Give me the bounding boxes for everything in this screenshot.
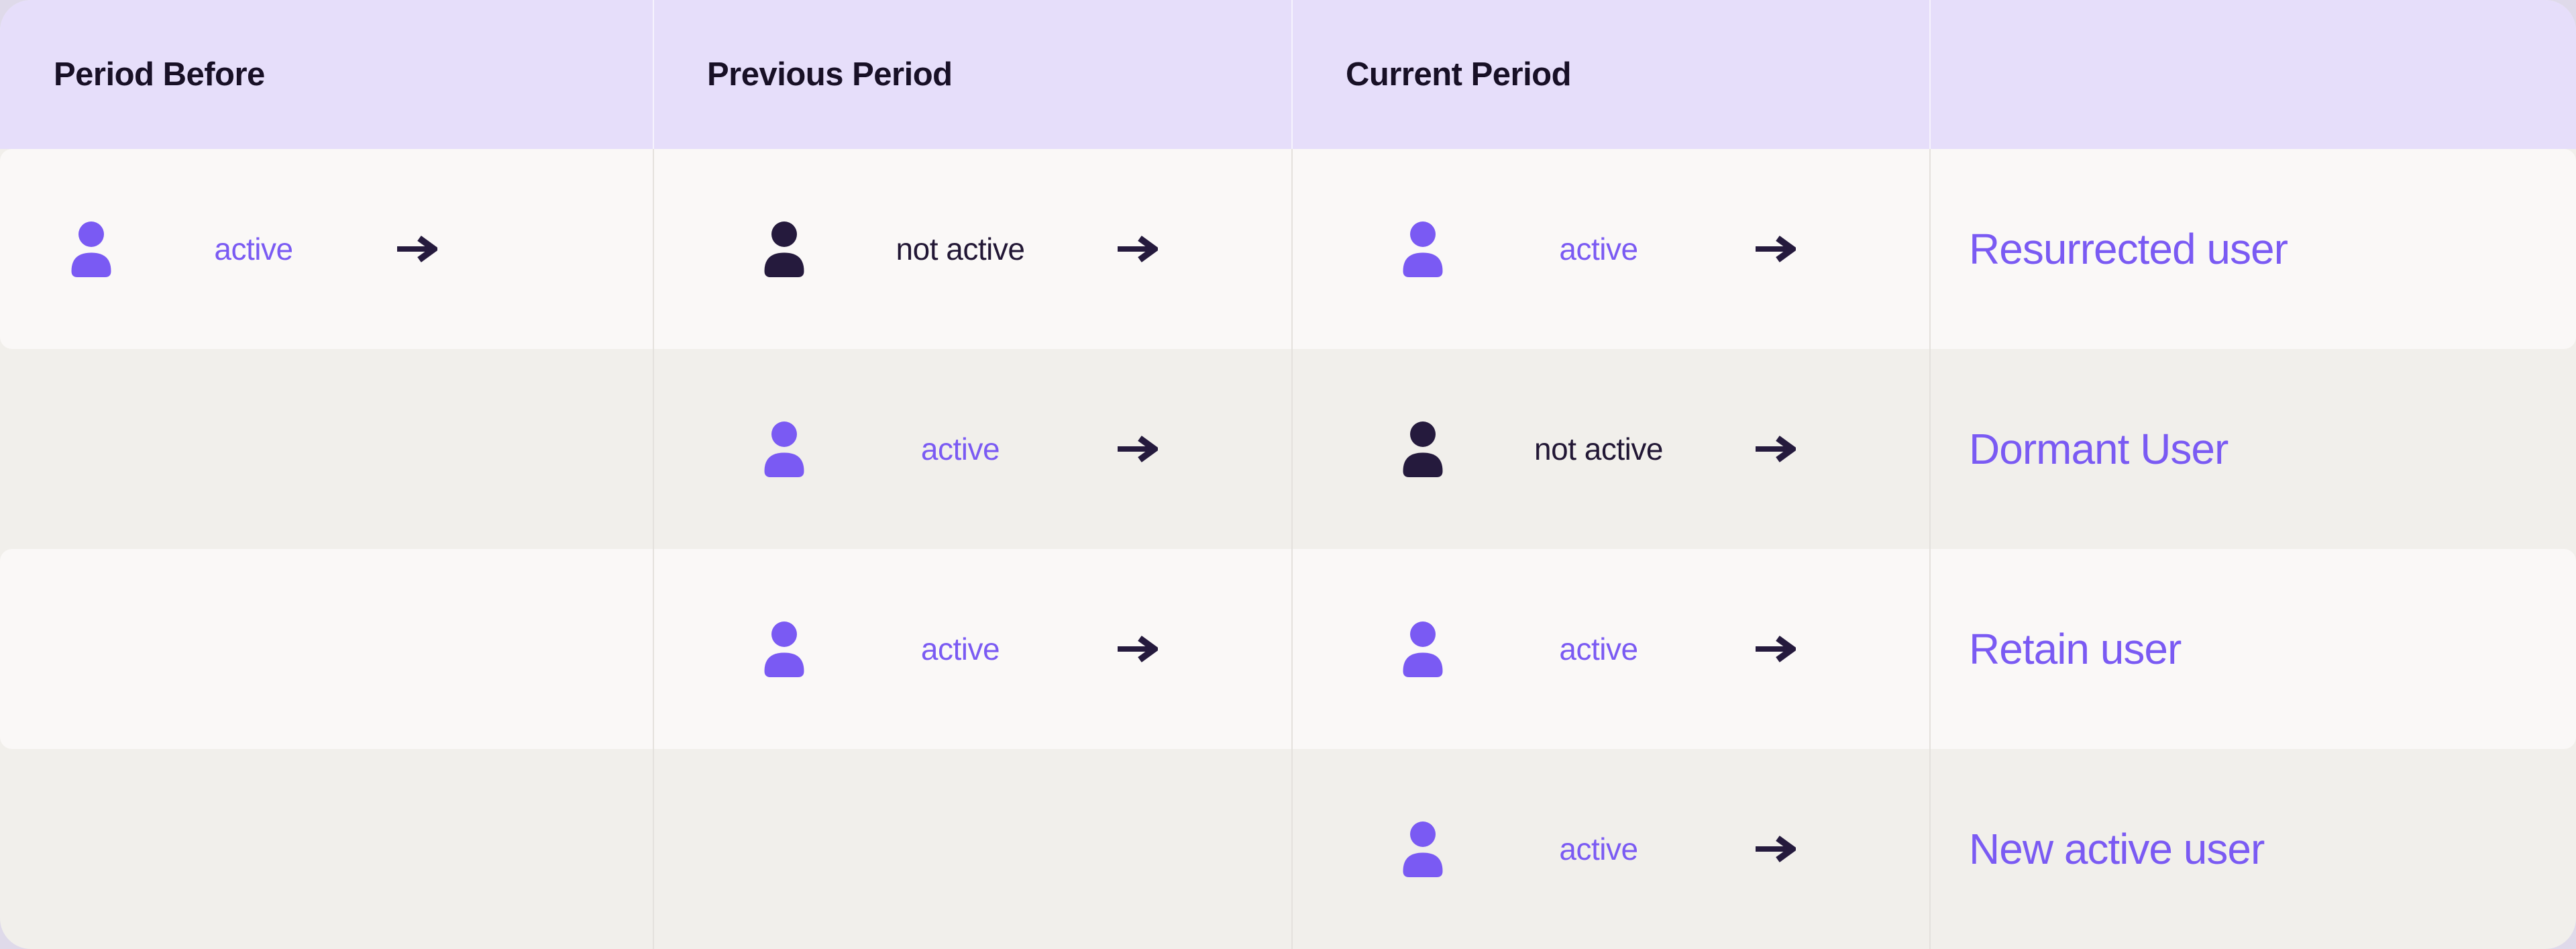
user-icon bbox=[764, 221, 804, 277]
arrow-right-icon bbox=[1754, 436, 1796, 462]
column-divider bbox=[1291, 0, 1293, 949]
cell-previous-period: not active bbox=[653, 149, 1292, 349]
row-label: Resurrected user bbox=[1969, 225, 2288, 273]
state-label: active bbox=[920, 632, 1000, 666]
user-icon bbox=[764, 421, 804, 477]
table-row-dormant-user: active not active Dormant User bbox=[0, 349, 2576, 549]
cell-period-before-empty bbox=[0, 549, 653, 749]
header-cell-previous-period: Previous Period bbox=[707, 56, 953, 93]
state-label: not active bbox=[896, 232, 1025, 266]
arrow-right-icon bbox=[1754, 636, 1796, 662]
arrow-right-icon bbox=[1754, 236, 1796, 262]
cell-current-period: not active bbox=[1292, 349, 1930, 549]
column-divider bbox=[653, 0, 654, 949]
row-label: New active user bbox=[1969, 825, 2265, 873]
user-icon bbox=[1403, 421, 1443, 477]
column-divider bbox=[1929, 0, 1931, 949]
user-icon bbox=[764, 621, 804, 677]
row-label: Retain user bbox=[1969, 625, 2182, 673]
arrow-right-icon bbox=[1116, 636, 1158, 662]
arrow-right-icon bbox=[1754, 836, 1796, 862]
state-label: active bbox=[1559, 832, 1638, 866]
table-row-resurrected-user: active not active active Resurrected use… bbox=[0, 149, 2576, 349]
cell-period-before: active bbox=[0, 149, 653, 349]
state-label: active bbox=[214, 232, 293, 266]
user-icon bbox=[1403, 221, 1443, 277]
state-label: active bbox=[1559, 232, 1638, 266]
cell-previous-period: active bbox=[653, 349, 1292, 549]
arrow-right-icon bbox=[396, 236, 437, 262]
table-header-row: Period Before Previous Period Current Pe… bbox=[0, 0, 2576, 149]
arrow-right-icon bbox=[1116, 236, 1158, 262]
table-row-retain-user: active active Retain user bbox=[0, 549, 2576, 749]
arrow-right-icon bbox=[1116, 436, 1158, 462]
cell-period-before-empty bbox=[0, 749, 653, 949]
header-cell-period-before: Period Before bbox=[54, 56, 265, 93]
state-label: not active bbox=[1534, 432, 1663, 466]
user-icon bbox=[1403, 821, 1443, 877]
user-icon bbox=[71, 221, 111, 277]
state-label: active bbox=[1559, 632, 1638, 666]
cell-current-period: active bbox=[1292, 749, 1930, 949]
user-icon bbox=[1403, 621, 1443, 677]
cell-previous-period-empty bbox=[653, 749, 1292, 949]
state-label: active bbox=[920, 432, 1000, 466]
cell-previous-period: active bbox=[653, 549, 1292, 749]
table-row-new-active-user: active New active user bbox=[0, 749, 2576, 949]
cell-current-period: active bbox=[1292, 149, 1930, 349]
cell-period-before-empty bbox=[0, 349, 653, 549]
header-cell-current-period: Current Period bbox=[1346, 56, 1572, 93]
cell-current-period: active bbox=[1292, 549, 1930, 749]
row-label: Dormant User bbox=[1969, 425, 2229, 473]
